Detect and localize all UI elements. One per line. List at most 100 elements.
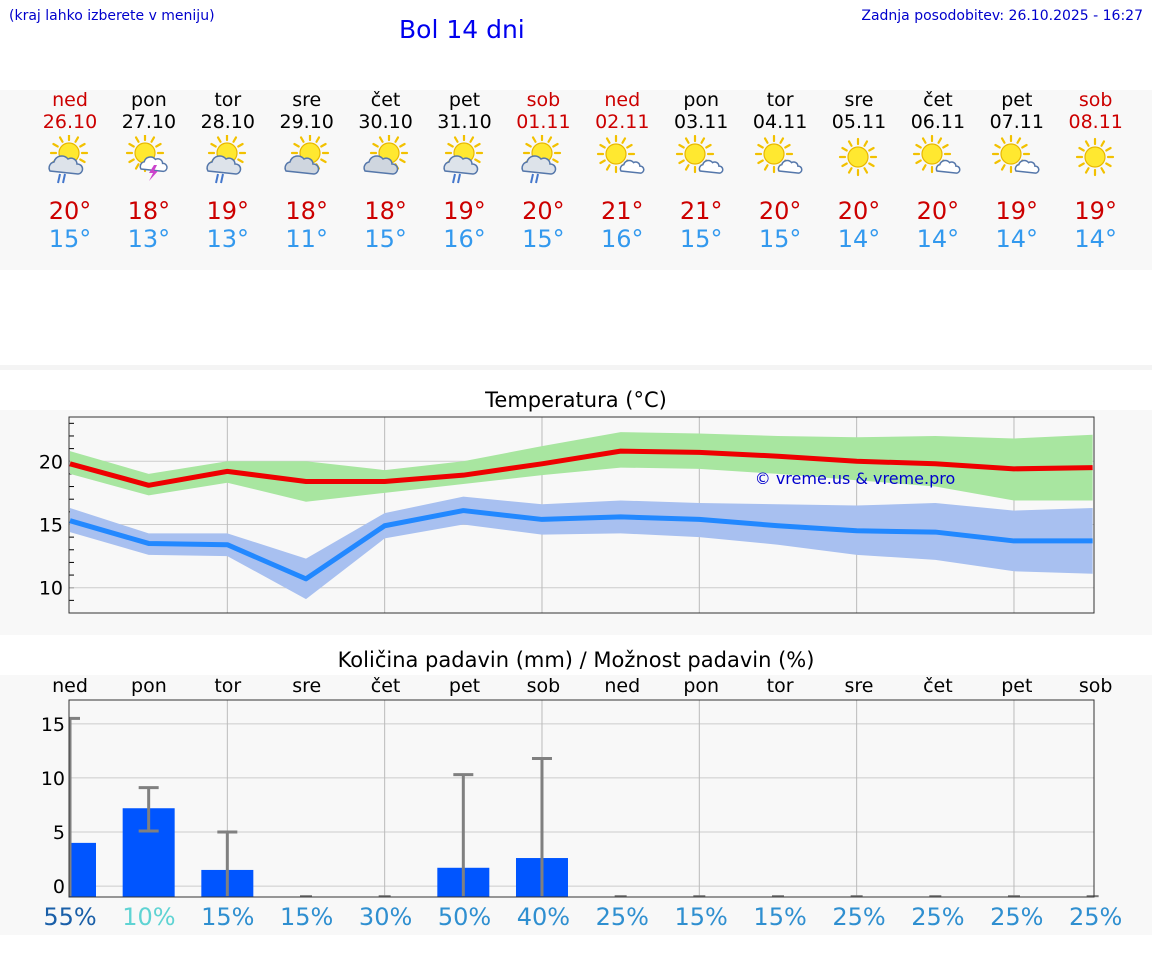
precipitation-probability: 25% — [911, 903, 965, 931]
y-tick-label: 0 — [53, 876, 65, 898]
cloud-shape — [698, 159, 724, 174]
sun-ray — [863, 140, 869, 147]
precipitation-probability: 15% — [753, 903, 807, 931]
forecast-temp-max: 19° — [995, 197, 1039, 225]
precipitation-probability: 25% — [1069, 903, 1123, 931]
sun-ray — [678, 143, 686, 149]
precipitation-probability: 15% — [674, 903, 728, 931]
sun-ray — [128, 142, 135, 148]
sun-ray — [473, 142, 481, 148]
sun-ray — [1000, 164, 1006, 171]
raindrop — [62, 173, 66, 184]
cloud-shape — [284, 155, 319, 175]
sun-ray — [921, 137, 927, 144]
forecast-temp-min: 15° — [758, 225, 802, 253]
sun-ray — [155, 142, 162, 148]
forecast-day-date: 31.10 — [437, 111, 492, 133]
sun-ray — [216, 136, 222, 143]
sun-ray — [757, 159, 764, 165]
forecast-temp-min: 15° — [364, 225, 407, 253]
sun-small-cloud-icon — [912, 135, 961, 174]
precipitation-probability: 30% — [358, 903, 413, 931]
temperature-chart-title: Temperatura (°C) — [485, 388, 667, 412]
sun-ray — [847, 140, 853, 147]
sun-ray — [685, 137, 690, 144]
sun-ray — [371, 142, 379, 148]
precipitation-chart-title: Količina padavin (mm) / Možnost padavin … — [337, 648, 815, 672]
raindrop — [456, 173, 461, 184]
sun-icon — [1075, 137, 1114, 177]
precipitation-day-label: pon — [131, 675, 167, 697]
forecast-temp-min: 13° — [127, 225, 171, 253]
forecast-temp-max: 20° — [837, 197, 881, 225]
sun-ray — [210, 142, 217, 148]
sun-ray — [134, 163, 140, 170]
sun-ray — [1084, 167, 1090, 174]
cloud-shape — [139, 156, 168, 173]
forecast-temp-max: 20° — [758, 197, 802, 225]
y-tick-label: 10 — [39, 578, 63, 600]
forecast-temp-max: 19° — [443, 197, 486, 225]
precipitation-day-label: pon — [683, 675, 720, 697]
precipitation-probability: 10% — [122, 903, 176, 931]
precipitation-probability: 50% — [437, 903, 492, 931]
sun-shape — [838, 137, 878, 177]
sun-cloud-rain-icon — [48, 135, 89, 184]
cloud-shape — [442, 155, 478, 175]
sun-ray — [292, 142, 300, 148]
sun-ray — [994, 143, 1001, 149]
last-update: Zadnja posodobitev: 26.10.2025 - 16:27 — [861, 8, 1143, 24]
forecast-day-date: 30.10 — [358, 111, 413, 133]
forecast-day-name: pet — [448, 89, 481, 111]
forecast-day-name: ned — [52, 89, 88, 111]
precipitation-day-label: sob — [526, 675, 561, 697]
forecast-temp-max: 20° — [522, 197, 565, 225]
sun-shape — [1075, 137, 1114, 177]
forecast-day-date: 08.11 — [1068, 111, 1123, 133]
forecast-day-date: 02.11 — [595, 111, 650, 133]
forecast-temp-max: 21° — [601, 197, 644, 225]
sun-ray — [1020, 143, 1028, 149]
sun-ray — [599, 159, 607, 165]
sun-ray — [784, 143, 791, 149]
sun-ray — [847, 167, 853, 174]
precipitation-probability: 25% — [832, 903, 886, 931]
sun-ray — [757, 143, 764, 149]
sun-ray — [398, 158, 406, 164]
forecast-temp-min: 16° — [443, 225, 486, 253]
forecast-temp-min: 11° — [285, 225, 328, 253]
forecast-day-name: tor — [214, 89, 242, 111]
sun-ray — [79, 158, 86, 164]
sun-ray — [552, 158, 560, 164]
sun-ray — [1077, 146, 1085, 152]
precipitation-probability: 15% — [201, 903, 255, 931]
precipitation-probability: 40% — [516, 903, 571, 931]
sun-cloud-rain-icon — [442, 135, 483, 184]
forecast-day-date: 05.11 — [831, 111, 887, 133]
forecast-temp-min: 16° — [601, 225, 644, 253]
sun-ray — [685, 164, 690, 171]
raindrop — [214, 173, 219, 184]
forecast-temp-min: 14° — [1074, 225, 1117, 253]
cloud-shape — [48, 155, 84, 175]
sun-disc — [605, 143, 627, 165]
sun-ray — [52, 142, 59, 148]
precipitation-day-label: ned — [604, 675, 641, 697]
precipitation-probability: 15% — [280, 903, 334, 931]
forecast-day-name: pet — [1001, 89, 1033, 111]
raindrop — [451, 173, 456, 184]
sun-ray — [1000, 137, 1006, 144]
forecast-day-date: 28.10 — [200, 111, 255, 133]
page-title: Bol 14 dni — [399, 15, 525, 44]
forecast-day-name: sob — [1078, 89, 1113, 111]
sun-ray — [1104, 146, 1112, 152]
raindrop — [535, 173, 540, 184]
sun-cloud-icon — [284, 135, 329, 175]
forecast-day-name: pon — [131, 89, 167, 111]
forecast-temp-min: 14° — [916, 225, 960, 253]
sun-ray — [868, 146, 875, 152]
forecast-day-date: 01.11 — [516, 111, 571, 133]
forecast-day-name: tor — [766, 89, 794, 111]
sun-ray — [863, 167, 869, 174]
forecast-temp-max: 20° — [916, 197, 960, 225]
